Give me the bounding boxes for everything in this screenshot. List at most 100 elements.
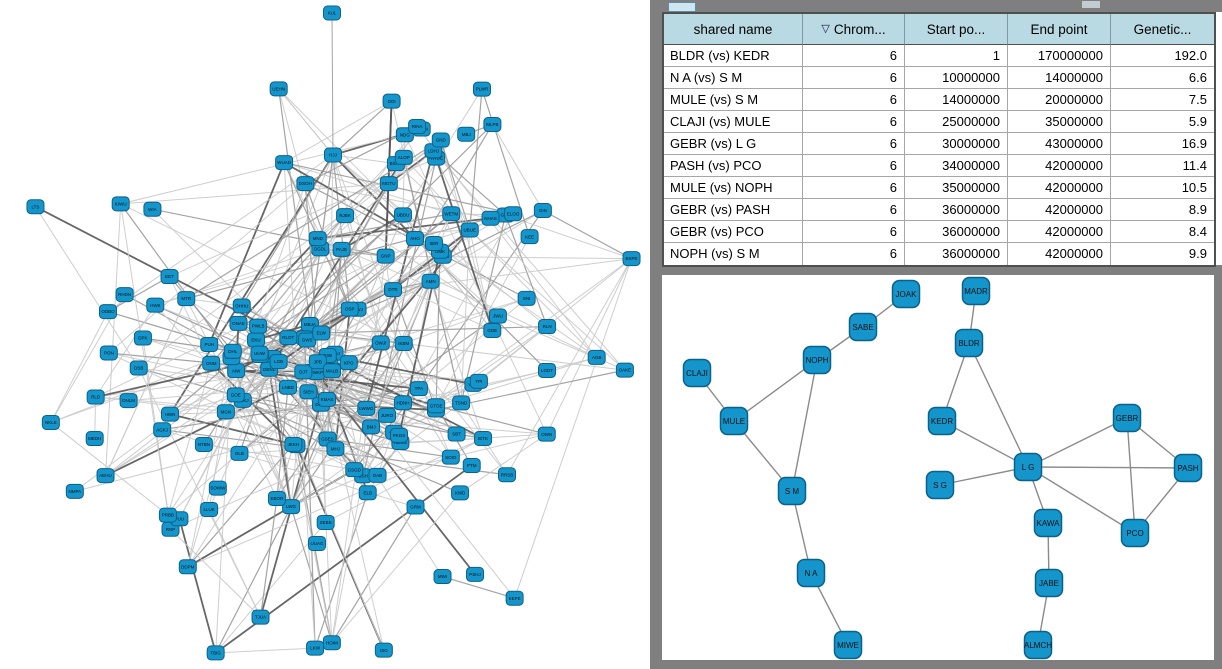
network-node[interactable]: IUWU — [111, 196, 130, 212]
network-edge[interactable] — [208, 162, 285, 345]
network-edge[interactable] — [469, 89, 483, 231]
network-node[interactable]: MLPB — [483, 117, 502, 133]
network-node[interactable]: MALB — [323, 363, 342, 379]
network-node[interactable]: ELB — [358, 485, 377, 501]
network-edge[interactable] — [504, 214, 548, 327]
network-node[interactable]: DSB — [129, 360, 148, 376]
network-node[interactable]: MBJ — [457, 126, 476, 142]
network-edge[interactable] — [186, 217, 491, 300]
network-node[interactable]: MHJ — [326, 441, 345, 457]
network-edge[interactable] — [186, 298, 242, 307]
network-edge[interactable] — [546, 258, 632, 435]
network-node[interactable]: AGKJ — [153, 422, 172, 438]
network-node-kedr[interactable]: KEDR — [927, 406, 957, 436]
network-edge[interactable] — [332, 154, 435, 244]
network-edge[interactable] — [152, 208, 317, 373]
network-node[interactable]: KMAS — [318, 391, 337, 407]
network-node[interactable]: TPI — [469, 373, 488, 389]
table-row[interactable]: GEBR (vs) L G 6 30000000 43000000 16.9 — [664, 133, 1214, 155]
network-node[interactable]: SOIO — [441, 449, 460, 465]
network-edge[interactable] — [341, 214, 404, 251]
network-edge[interactable] — [348, 343, 404, 364]
network-edge[interactable] — [95, 304, 156, 398]
network-edge[interactable] — [238, 369, 270, 454]
network-node-l-g[interactable]: L G — [1013, 452, 1043, 482]
table-row[interactable]: BLDR (vs) KEDR 6 1 170000000 192.0 — [664, 45, 1214, 67]
network-edge[interactable] — [283, 100, 392, 164]
network-node[interactable]: GOE — [226, 387, 245, 403]
network-node[interactable]: OWJI — [371, 335, 390, 351]
column-header-chromosome[interactable]: ▽ Chrom... — [803, 14, 905, 45]
network-node[interactable]: SOWW — [208, 480, 227, 496]
network-node[interactable]: WUAD — [275, 155, 294, 171]
network-edge[interactable] — [169, 214, 404, 415]
network-node[interactable]: GRM — [406, 499, 425, 515]
network-edge[interactable] — [138, 367, 401, 444]
network-edge[interactable] — [332, 154, 351, 310]
table-row[interactable]: GEBR (vs) PASH 6 36000000 42000000 8.9 — [664, 199, 1214, 221]
network-node[interactable]: IKBM — [394, 336, 413, 352]
network-node[interactable]: SIEH — [299, 384, 318, 400]
table-row[interactable]: N A (vs) S M 6 10000000 14000000 6.6 — [664, 67, 1214, 89]
network-edge[interactable] — [326, 399, 443, 577]
network-edge[interactable] — [290, 289, 394, 507]
network-edge[interactable] — [321, 325, 548, 334]
network-node[interactable]: TPA — [409, 381, 428, 397]
network-node-kawa[interactable]: KAWA — [1033, 508, 1063, 538]
network-node[interactable]: LGB — [269, 354, 288, 370]
network-edge[interactable] — [287, 163, 397, 388]
network-edge[interactable] — [1027, 466, 1136, 534]
network-node[interactable]: WIA — [143, 201, 162, 217]
network-node[interactable]: SNI — [517, 290, 536, 306]
network-edge[interactable] — [442, 575, 515, 599]
network-node[interactable]: LLUK — [200, 501, 219, 517]
network-edge[interactable] — [317, 213, 452, 240]
network-node[interactable]: PKGS — [390, 427, 409, 443]
network-node[interactable]: ELOO — [504, 206, 523, 222]
network-edge[interactable] — [278, 88, 334, 156]
network-edge[interactable] — [400, 438, 484, 443]
network-edge[interactable] — [283, 162, 514, 215]
network-edge[interactable] — [491, 124, 544, 211]
network-edge[interactable] — [392, 124, 493, 290]
network-node[interactable]: PON — [99, 345, 118, 361]
network-node-joak[interactable]: JOAK — [891, 279, 921, 309]
network-node-gebr[interactable]: GEBR — [1112, 403, 1142, 433]
network-node[interactable]: ELW — [312, 325, 331, 341]
network-edge[interactable] — [418, 298, 527, 390]
network-edge[interactable] — [208, 509, 261, 618]
network-node[interactable]: UBUE — [460, 222, 479, 238]
network-edge[interactable] — [939, 466, 1029, 486]
network-node[interactable]: HDNH — [393, 395, 412, 411]
network-node[interactable]: DOI — [382, 93, 401, 109]
network-node-jabe[interactable]: JABE — [1034, 568, 1064, 598]
network-edge[interactable] — [331, 12, 334, 156]
network-node[interactable]: PRBB — [158, 507, 177, 523]
network-edge[interactable] — [187, 438, 484, 568]
genetic-network-canvas[interactable]: JOAK SABE NOPH CLAJI MULE S M N A MIWE MADR BLDR K… — [662, 275, 1214, 660]
network-node-claji[interactable]: CLAJI — [682, 358, 712, 388]
network-edge[interactable] — [435, 157, 471, 231]
network-node[interactable]: DAB — [368, 467, 387, 483]
network-node[interactable]: JPB — [308, 354, 327, 370]
network-edge[interactable] — [733, 359, 818, 422]
network-edge[interactable] — [259, 124, 493, 354]
network-edge[interactable] — [215, 647, 316, 654]
network-edge[interactable] — [791, 359, 818, 492]
network-node-almch[interactable]: ALMCH — [1023, 630, 1053, 660]
network-node[interactable]: GDE — [483, 322, 502, 338]
network-edge[interactable] — [259, 498, 278, 618]
network-edge[interactable] — [95, 396, 226, 413]
network-node[interactable]: ONAE — [229, 315, 248, 331]
network-edge[interactable] — [290, 506, 333, 643]
network-node[interactable]: UUAG — [308, 535, 327, 551]
network-edge[interactable] — [178, 400, 244, 520]
network-node[interactable]: LGDT — [538, 362, 557, 378]
network-node[interactable]: JKKH — [284, 436, 303, 452]
network-edge[interactable] — [120, 203, 297, 446]
network-edge[interactable] — [311, 371, 400, 436]
network-edge[interactable] — [107, 154, 334, 313]
network-edge[interactable] — [392, 289, 437, 411]
network-node[interactable]: NHAS — [481, 210, 500, 226]
network-node[interactable]: AHO — [405, 231, 424, 247]
